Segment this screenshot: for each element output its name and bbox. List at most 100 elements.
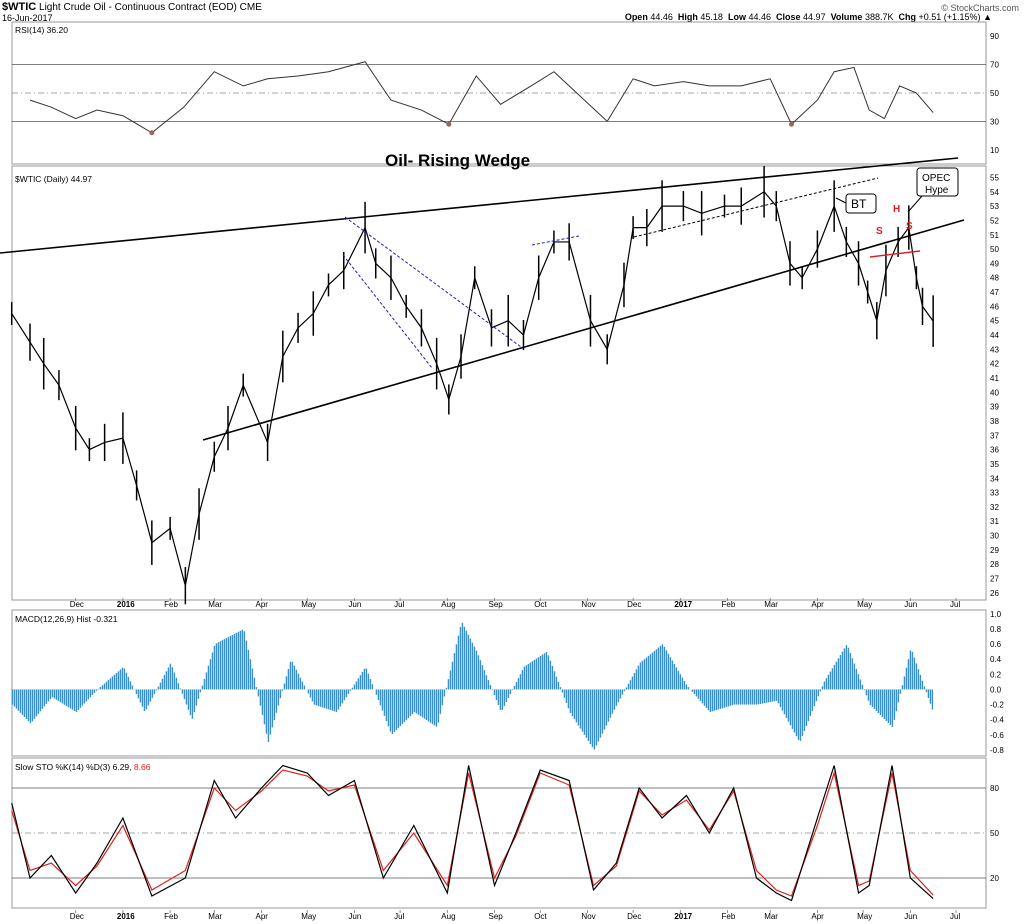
macd-hist-bar — [59, 689, 62, 703]
macd-hist-bar — [507, 689, 510, 699]
macd-hist-bar — [487, 680, 490, 690]
macd-hist-bar — [621, 689, 624, 695]
month-label: Apr — [256, 600, 269, 609]
macd-hist-bar — [279, 689, 282, 699]
macd-hist-bar — [395, 689, 398, 731]
macd-hist-bar — [697, 689, 700, 699]
macd-hist-bar — [693, 689, 696, 695]
month-label: Sep — [489, 600, 504, 609]
macd-hist-bar — [675, 667, 678, 690]
price-tick-label: 50 — [990, 245, 999, 254]
month-label: May — [301, 600, 316, 609]
macd-hist-bar — [673, 663, 676, 690]
macd-hist-bar — [273, 689, 276, 721]
macd-hist-bar — [27, 689, 30, 722]
macd-hist-bar — [357, 678, 360, 690]
rsi-tick-label: 30 — [990, 117, 999, 126]
macd-hist-bar — [121, 667, 124, 690]
macd-hist-bar — [637, 665, 640, 690]
macd-panel-frame — [11, 609, 987, 757]
macd-hist-bar — [445, 687, 448, 690]
macd-hist-bar — [927, 689, 930, 698]
macd-hist-bar — [755, 689, 758, 705]
month-label: Jun — [348, 912, 361, 921]
macd-hist-bar — [685, 684, 688, 690]
price-tick-label: 48 — [990, 274, 999, 283]
price-tick-label: 29 — [990, 546, 999, 555]
macd-hist-bar — [561, 689, 564, 693]
macd-hist-bar — [23, 689, 26, 717]
hs-right-shoulder: S — [906, 221, 913, 232]
macd-hist-bar — [605, 689, 608, 726]
macd-hist-bar — [213, 645, 216, 690]
macd-hist-bar — [337, 689, 340, 710]
month-label: Feb — [164, 912, 178, 921]
macd-hist-bar — [147, 689, 150, 706]
macd-hist-bar — [553, 671, 556, 690]
macd-hist-bar — [585, 689, 588, 738]
macd-hist-bar — [923, 686, 926, 690]
macd-hist-bar — [41, 689, 44, 709]
price-line — [11, 190, 934, 586]
price-tick-label: 28 — [990, 560, 999, 569]
macd-hist-bar — [21, 689, 24, 715]
macd-hist-bar — [235, 632, 238, 690]
month-label: Aug — [441, 600, 455, 609]
macd-hist-bar — [99, 687, 102, 690]
macd-hist-bar — [247, 649, 250, 690]
macd-hist-bar — [799, 689, 802, 741]
month-label: Mar — [764, 600, 778, 609]
macd-hist-bar — [463, 626, 466, 690]
month-label: Mar — [208, 912, 222, 921]
macd-hist-bar — [481, 665, 484, 690]
macd-tick-label: 0.6 — [990, 640, 1002, 649]
macd-hist-bar — [931, 689, 934, 710]
macd-hist-bar — [209, 659, 212, 690]
macd-tick-label: 0.4 — [990, 655, 1002, 664]
macd-hist-bar — [283, 683, 286, 690]
sto-panel: 20 50 80 — [11, 764, 999, 902]
macd-hist-bar — [127, 676, 130, 690]
macd-hist-bar — [457, 635, 460, 690]
macd-hist-bar — [341, 689, 344, 704]
price-tick-label: 38 — [990, 417, 999, 426]
macd-hist-bar — [363, 668, 366, 690]
rsi-oversold-point — [149, 130, 155, 136]
hs-neckline — [869, 250, 921, 258]
macd-hist-bar — [379, 689, 382, 706]
macd-hist-bar — [893, 689, 896, 720]
macd-hist-bar — [715, 689, 718, 711]
macd-hist-bar — [275, 689, 278, 713]
macd-hist-bar — [833, 664, 836, 690]
macd-hist-bar — [569, 689, 572, 714]
macd-hist-bar — [15, 689, 18, 709]
macd-hist-bar — [63, 689, 66, 705]
macd-hist-bar — [73, 689, 76, 711]
macd-hist-bar — [671, 660, 674, 690]
macd-hist-bar — [783, 689, 786, 715]
macd-hist-bar — [229, 635, 232, 690]
macd-hist-bar — [735, 689, 738, 705]
macd-hist-bar — [773, 689, 776, 702]
blue-channel-upper — [344, 216, 522, 348]
macd-hist-bar — [813, 689, 816, 707]
macd-hist-bar — [847, 647, 850, 690]
macd-hist-bar — [117, 671, 120, 690]
macd-hist-bar — [521, 670, 524, 690]
macd-hist-bar — [643, 659, 646, 690]
month-label: 2017 — [674, 600, 692, 609]
macd-hist-bar — [297, 673, 300, 690]
month-label: Oct — [534, 600, 547, 609]
macd-hist-bar — [851, 658, 854, 690]
macd-hist-bar — [183, 689, 186, 700]
macd-hist-bar — [173, 672, 176, 690]
macd-hist-bar — [239, 630, 242, 690]
macd-hist-bar — [809, 689, 812, 717]
macd-hist-bar — [563, 689, 566, 698]
macd-hist-bar — [903, 676, 906, 690]
macd-hist-bar — [51, 689, 54, 698]
month-label: Jun — [904, 600, 917, 609]
macd-hist-bar — [329, 689, 332, 711]
opec-callout: OPEC Hype — [907, 167, 959, 213]
macd-hist-bar — [777, 689, 780, 704]
